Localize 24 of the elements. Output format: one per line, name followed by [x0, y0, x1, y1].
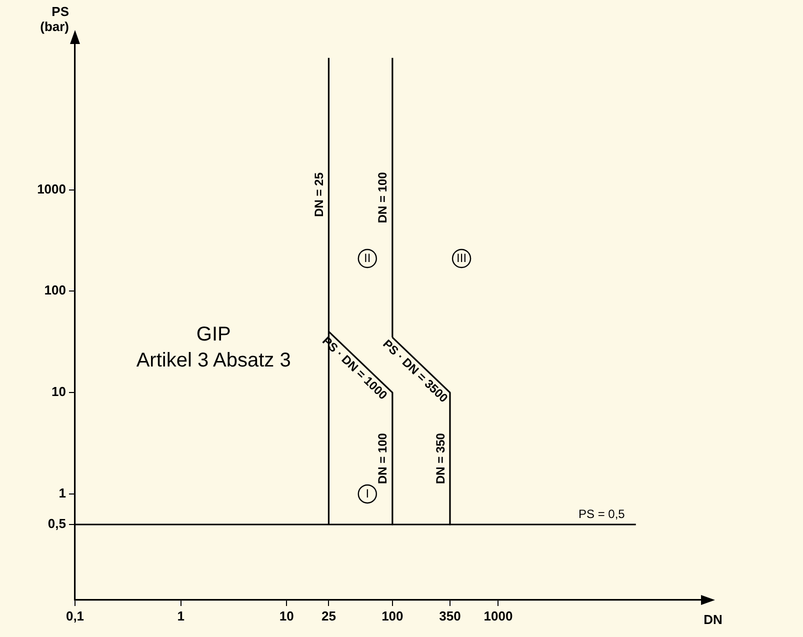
- y-tick-label: 100: [44, 282, 66, 298]
- y-tick-label: 1000: [37, 181, 66, 196]
- y-axis-title: PS (bar): [40, 4, 70, 34]
- y-tick-label: 0,5: [48, 516, 66, 532]
- annotation: I: [366, 486, 370, 500]
- x-tick-label: 1000: [484, 608, 513, 624]
- x-tick-label: 350: [439, 608, 461, 624]
- x-tick-label: 25: [321, 608, 336, 624]
- annotation: III: [456, 250, 467, 265]
- x-axis-title: DN: [704, 612, 722, 628]
- text: DN = 350: [433, 432, 448, 484]
- x-tick-label: 0,1: [66, 608, 84, 624]
- text: DN = 100: [376, 432, 390, 484]
- x-tick-label: 10: [279, 608, 294, 624]
- annotation: GIP: [196, 324, 231, 346]
- y-tick-label: 10: [52, 384, 66, 400]
- annotation: Artikel 3 Absatz 3: [136, 350, 291, 372]
- text: DN = 100: [376, 172, 390, 224]
- text: DN = 25: [312, 172, 326, 217]
- annotation: II: [364, 250, 371, 265]
- x-tick-label: 100: [382, 608, 404, 624]
- y-tick-label: 1: [58, 486, 66, 501]
- annotation: PS = 0,5: [578, 506, 626, 521]
- x-tick-label: 1: [177, 608, 184, 624]
